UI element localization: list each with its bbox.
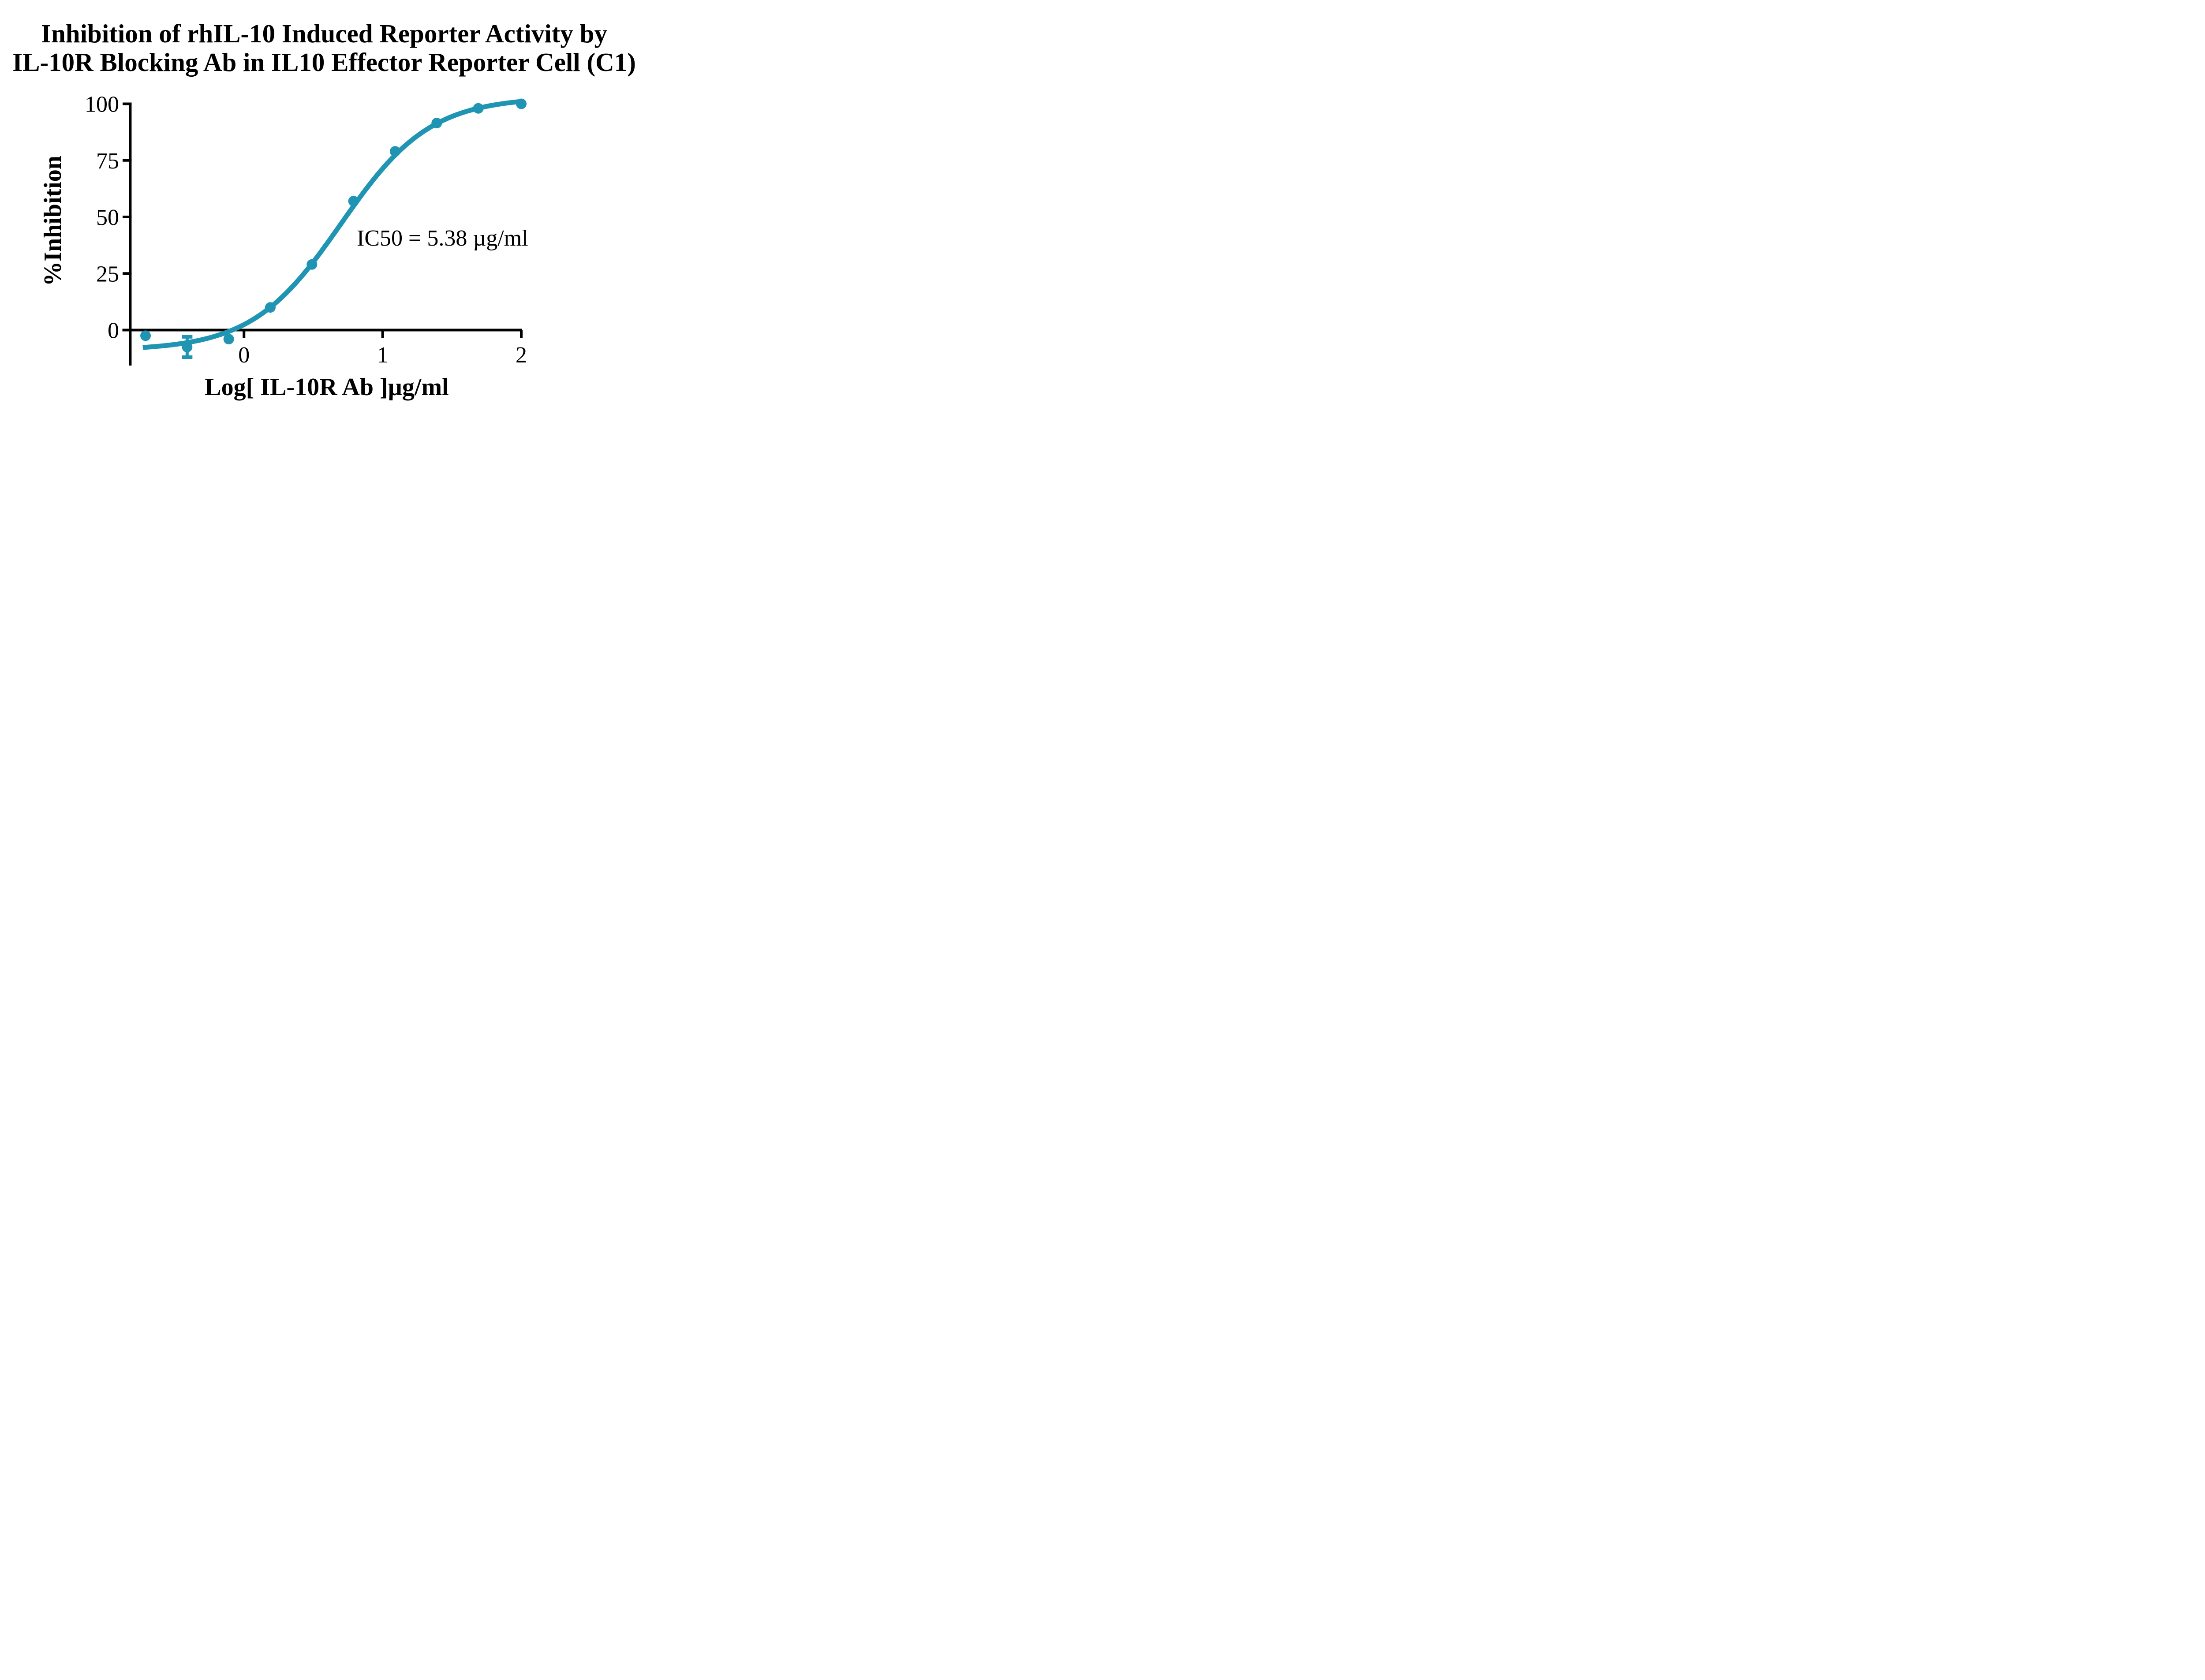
figure-canvas: Inhibition of rhIL-10 Induced Reporter A… xyxy=(0,0,650,420)
data-point xyxy=(389,146,400,157)
data-point xyxy=(223,334,234,345)
x-tick-label: 2 xyxy=(516,343,527,368)
y-axis-label: %Inhibition xyxy=(39,156,67,286)
data-point xyxy=(306,259,318,270)
axes xyxy=(122,102,523,366)
data-point xyxy=(431,118,442,129)
y-tick-label: 0 xyxy=(108,318,119,343)
x-tick-label: 0 xyxy=(238,343,250,368)
tick-labels: 0 25 50 75 100 0 1 2 xyxy=(85,92,527,368)
data-series xyxy=(140,98,527,359)
chart-title-line-2: IL-10R Blocking Ab in IL10 Effector Repo… xyxy=(12,48,636,77)
ic50-annotation: IC50 = 5.38 µg/ml xyxy=(357,226,528,251)
data-point xyxy=(516,98,527,109)
data-point xyxy=(265,302,276,313)
data-point xyxy=(182,341,193,352)
data-point xyxy=(348,196,359,207)
x-tick-label: 1 xyxy=(377,343,389,368)
y-tick-label: 75 xyxy=(96,149,119,174)
y-tick-label: 100 xyxy=(85,92,119,117)
y-tick-label: 25 xyxy=(96,261,119,287)
chart-title: Inhibition of rhIL-10 Induced Reporter A… xyxy=(12,19,636,77)
data-point xyxy=(473,103,484,114)
x-axis-label: Log[ IL-10R Ab ]µg/ml xyxy=(205,373,448,401)
fit-curve xyxy=(142,99,523,350)
dose-response-chart: Inhibition of rhIL-10 Induced Reporter A… xyxy=(12,19,636,401)
data-point xyxy=(140,330,151,341)
y-tick-label: 50 xyxy=(96,205,119,230)
chart-title-line-1: Inhibition of rhIL-10 Induced Reporter A… xyxy=(41,19,607,48)
